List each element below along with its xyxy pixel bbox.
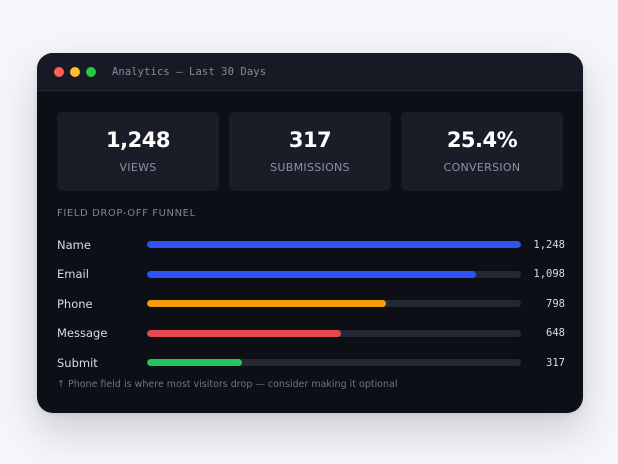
- analytics-window: Analytics — Last 30 Days 1,248 VIEWS 317…: [37, 53, 583, 413]
- maximize-window-button[interactable]: [86, 66, 96, 77]
- stat-value: 317: [288, 127, 332, 152]
- stat-label: CONVERSION: [443, 160, 521, 174]
- funnel-row-message: Message 648: [57, 319, 565, 349]
- title-bar: Analytics — Last 30 Days: [37, 53, 583, 91]
- stat-label: SUBMISSIONS: [270, 160, 350, 174]
- funnel-bar-fill: [147, 329, 342, 337]
- funnel-row-name: Name 1,248: [57, 230, 565, 260]
- funnel-bar-track: [147, 241, 521, 249]
- funnel-row-label: Phone: [57, 296, 93, 311]
- stat-cards: 1,248 VIEWS 317 SUBMISSIONS 25.4% CONVER…: [57, 112, 563, 191]
- funnel-bar-track: [147, 270, 521, 278]
- funnel-row-value: 1,248: [533, 238, 565, 251]
- stat-value: 1,248: [106, 127, 170, 152]
- funnel-row-value: 317: [546, 356, 565, 369]
- stat-card-submissions: 317 SUBMISSIONS: [229, 112, 391, 191]
- funnel-bar-fill: [147, 270, 477, 278]
- funnel-row-phone: Phone 798: [57, 289, 565, 319]
- funnel-bar-track: [147, 300, 521, 308]
- funnel-bar-fill: [147, 241, 521, 249]
- stat-card-conversion: 25.4% CONVERSION: [401, 112, 563, 191]
- funnel-row-label: Message: [57, 326, 108, 341]
- stat-label: VIEWS: [119, 160, 157, 174]
- funnel-title: FIELD DROP-OFF FUNNEL: [57, 208, 196, 219]
- funnel-row-submit: Submit 317: [57, 348, 565, 378]
- funnel-row-label: Submit: [57, 355, 98, 370]
- funnel-bar-track: [147, 329, 521, 337]
- funnel-footnote: ↑ Phone field is where most visitors dro…: [57, 379, 398, 390]
- funnel-row-value: 648: [546, 327, 565, 340]
- close-window-button[interactable]: [54, 66, 64, 77]
- stat-value: 25.4%: [446, 127, 518, 152]
- window-title: Analytics — Last 30 Days: [112, 65, 267, 78]
- funnel-row-label: Name: [57, 237, 91, 252]
- funnel-row-label: Email: [57, 267, 89, 282]
- funnel-row-value: 1,098: [533, 268, 565, 281]
- funnel-row-email: Email 1,098: [57, 260, 565, 290]
- funnel-bar-fill: [147, 359, 242, 367]
- stat-card-views: 1,248 VIEWS: [57, 112, 219, 191]
- funnel-bar-track: [147, 359, 521, 367]
- funnel-bar-fill: [147, 300, 387, 308]
- funnel-row-value: 798: [546, 297, 565, 310]
- minimize-window-button[interactable]: [70, 66, 80, 77]
- funnel-rows: Name 1,248 Email 1,098 Phone 798 Message…: [57, 230, 565, 378]
